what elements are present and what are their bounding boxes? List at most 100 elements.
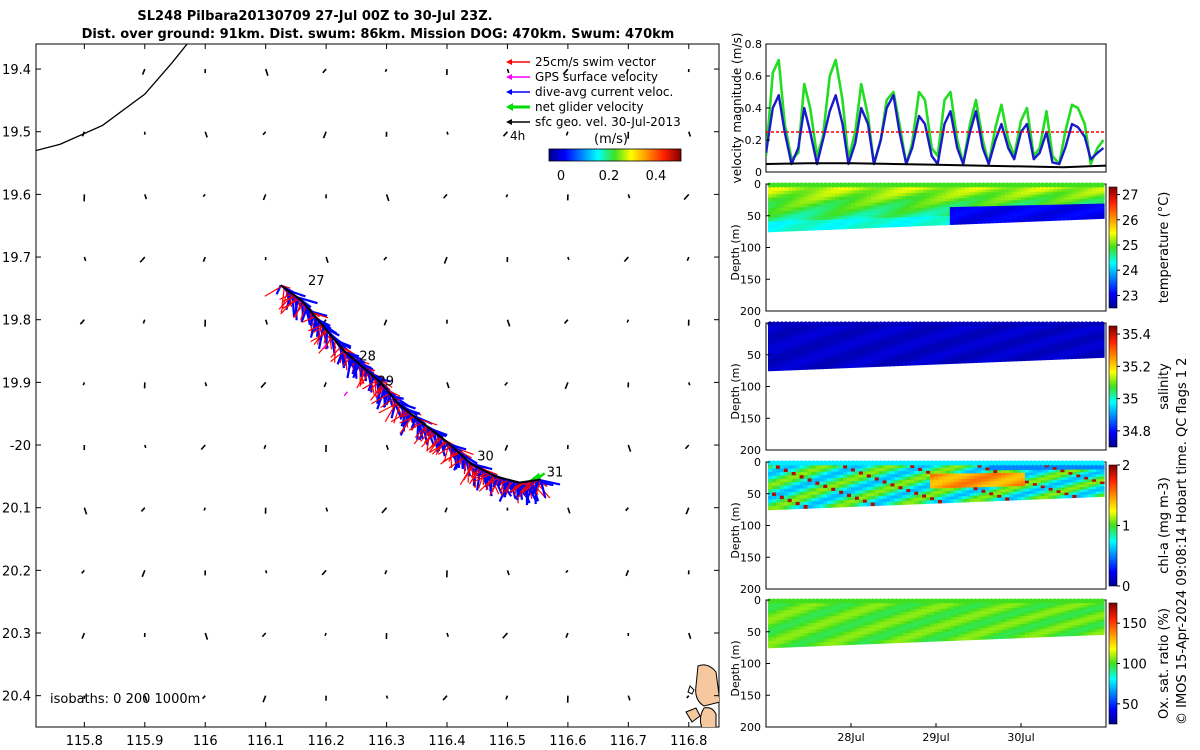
section-cell [1076, 191, 1081, 195]
section-cell [1080, 199, 1085, 203]
section-top-marker [795, 182, 801, 188]
map-colorbar-tick-1: 0.2 [599, 169, 620, 184]
section-cell [957, 198, 963, 202]
section-cell [799, 491, 805, 496]
section-cell [993, 495, 998, 499]
section-top-marker [1079, 182, 1085, 188]
section-cell [1040, 191, 1046, 196]
section-cell [768, 228, 773, 233]
section-cell [779, 346, 785, 351]
section-cell [886, 359, 892, 364]
section-cell [843, 329, 848, 334]
section-cell [803, 613, 809, 618]
section-cell [981, 220, 987, 224]
section-cell [803, 481, 809, 486]
section-cell [957, 484, 963, 489]
section-cell [1009, 464, 1014, 469]
section-cell [981, 200, 987, 205]
section-cell [934, 473, 939, 478]
section-cell [775, 485, 781, 490]
section-cell [1072, 333, 1077, 337]
section-cell [953, 484, 959, 489]
section-cell [1024, 496, 1030, 500]
section-cell [862, 499, 868, 504]
section-cell [843, 348, 848, 353]
section-cell [1048, 215, 1054, 219]
section-cell [878, 363, 884, 367]
section-colorbar-label: chl-a (mg m-3) [1157, 477, 1172, 574]
section-cell [787, 498, 793, 503]
section-cell [819, 193, 824, 198]
section-cell [1048, 495, 1054, 499]
section-cell [973, 348, 979, 352]
section-cell [945, 207, 951, 211]
section-cell [823, 196, 828, 201]
island-shape [687, 685, 695, 695]
section-cell [965, 337, 971, 341]
section-cell [937, 346, 943, 350]
section-cell [862, 205, 868, 210]
section-cell [862, 363, 868, 368]
section-cell [1028, 197, 1034, 201]
section-cell [1024, 341, 1030, 345]
section-cell [977, 328, 983, 333]
section-top-marker [799, 321, 805, 327]
section-cell [934, 189, 939, 194]
section-top-marker [984, 321, 991, 327]
section-top-marker [1071, 321, 1077, 327]
swim-vector [317, 323, 322, 345]
section-cell [831, 494, 836, 499]
section-cell [906, 465, 911, 469]
section-cell [949, 331, 955, 336]
section-cell [779, 363, 785, 368]
map-colorbar-tick-2: 0.4 [646, 169, 667, 184]
section-cell [791, 495, 797, 500]
swim-vector [300, 305, 307, 320]
section-cell [768, 224, 773, 229]
section-cell [839, 345, 844, 350]
section-cell [870, 350, 876, 355]
section-cell [811, 465, 817, 470]
section-top-marker [1024, 182, 1030, 188]
section-top-marker [858, 598, 864, 604]
section-cell [973, 339, 979, 344]
section-cell [1096, 345, 1101, 349]
section-cell [870, 347, 876, 352]
title-line-1: SL248 Pilbara20130709 27-Jul 00Z to 30-J… [137, 9, 492, 24]
map-x-ticks: 115.8 115.9 116 116.1 116.2 116.3 116.4 116.5 11… [66, 44, 707, 749]
section-cell [1056, 467, 1062, 471]
section-cell [1072, 325, 1077, 329]
section-cell [918, 186, 923, 191]
section-cell [862, 490, 868, 494]
section-cell [1009, 358, 1014, 362]
section-cell [815, 349, 820, 353]
section-cell [839, 351, 844, 356]
section-cell [827, 203, 832, 208]
section-cell [815, 484, 820, 489]
section-cell [1032, 477, 1038, 482]
section-cell [775, 353, 781, 358]
section-cell [1048, 328, 1054, 332]
section-cell [771, 492, 777, 497]
section-cell [1076, 206, 1081, 210]
section-cell [1076, 355, 1081, 359]
section-cell [768, 194, 773, 199]
section-cell [858, 465, 864, 469]
section-cell [1072, 464, 1077, 468]
section-cell [930, 346, 935, 351]
section-top-marker [901, 460, 908, 466]
section-cell [839, 628, 844, 633]
section-cell [843, 625, 848, 630]
section-cell [839, 487, 844, 492]
section-cell [985, 325, 990, 330]
section-cell [1096, 215, 1101, 220]
section-cell [870, 187, 876, 191]
section-cell [985, 353, 990, 357]
section-cell [957, 331, 963, 336]
section-cell [862, 621, 868, 626]
section-cell [775, 637, 781, 642]
section-cell [918, 328, 923, 333]
section-cell [866, 480, 872, 485]
section-cell [894, 341, 900, 345]
section-cell [1020, 349, 1026, 354]
